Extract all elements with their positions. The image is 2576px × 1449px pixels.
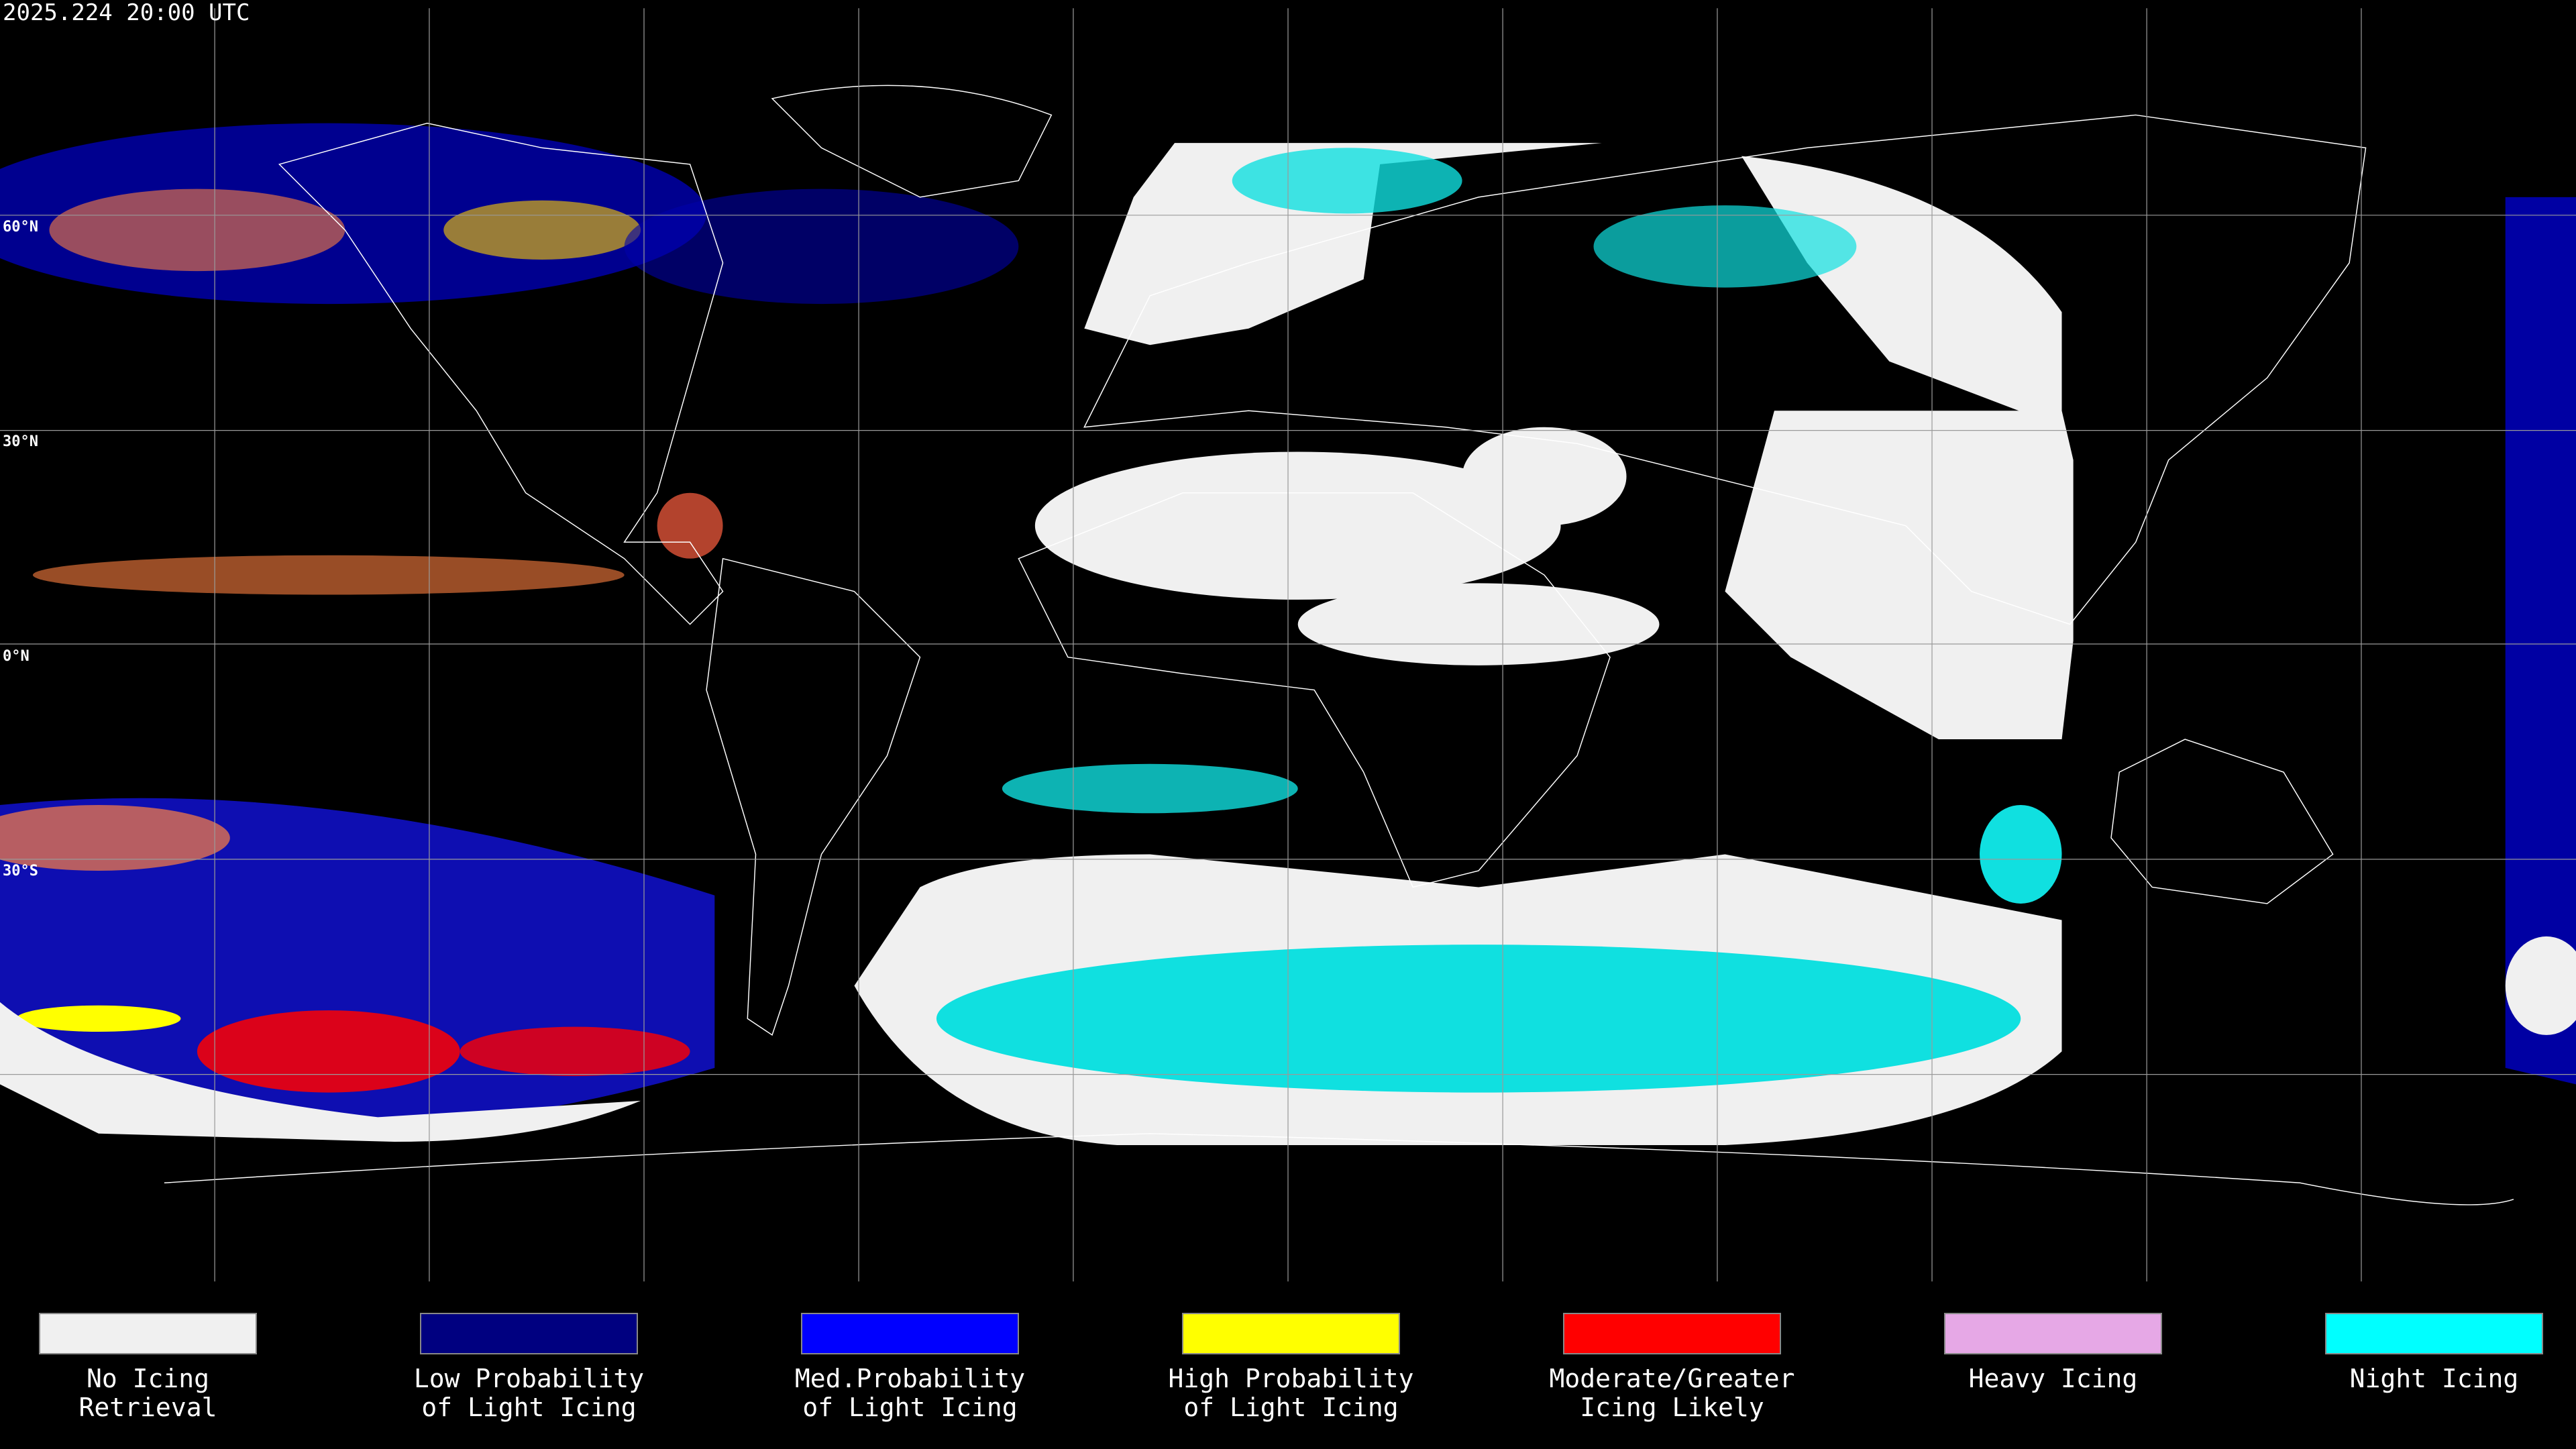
legend-swatch (1182, 1313, 1400, 1354)
timestamp: 2025.224 20:00 UTC (3, 0, 250, 26)
lat-label: 30°N (3, 433, 38, 450)
legend-swatch (801, 1313, 1019, 1354)
legend-label: of Light Icing (802, 1393, 1017, 1422)
legend-label: of Light Icing (421, 1393, 636, 1422)
legend-label: Med.Probability (795, 1364, 1025, 1393)
legend-label: No Icing (87, 1364, 209, 1393)
legend-label: High Probability (1168, 1364, 1413, 1393)
coastlines (164, 85, 2514, 1205)
legend-label: Retrieval (79, 1393, 217, 1422)
legend-label: Moderate/Greater (1549, 1364, 1794, 1393)
legend-swatch (420, 1313, 638, 1354)
legend-label: Night Icing (2350, 1364, 2519, 1393)
legend-label: Heavy Icing (1969, 1364, 2138, 1393)
lat-label: 0°N (3, 648, 30, 665)
map (0, 8, 2576, 1282)
legend-swatch (1563, 1313, 1781, 1354)
east-disk (854, 143, 2074, 1145)
graticule (0, 8, 2576, 1282)
legend-swatch (1944, 1313, 2162, 1354)
lat-label: 30°S (3, 863, 38, 879)
legend-swatch (2325, 1313, 2543, 1354)
legend-label: of Light Icing (1183, 1393, 1398, 1422)
legend-swatch (39, 1313, 257, 1354)
legend-label: Low Probability (414, 1364, 644, 1393)
legend-label: Icing Likely (1580, 1393, 1764, 1422)
lat-label: 60°N (3, 219, 38, 235)
